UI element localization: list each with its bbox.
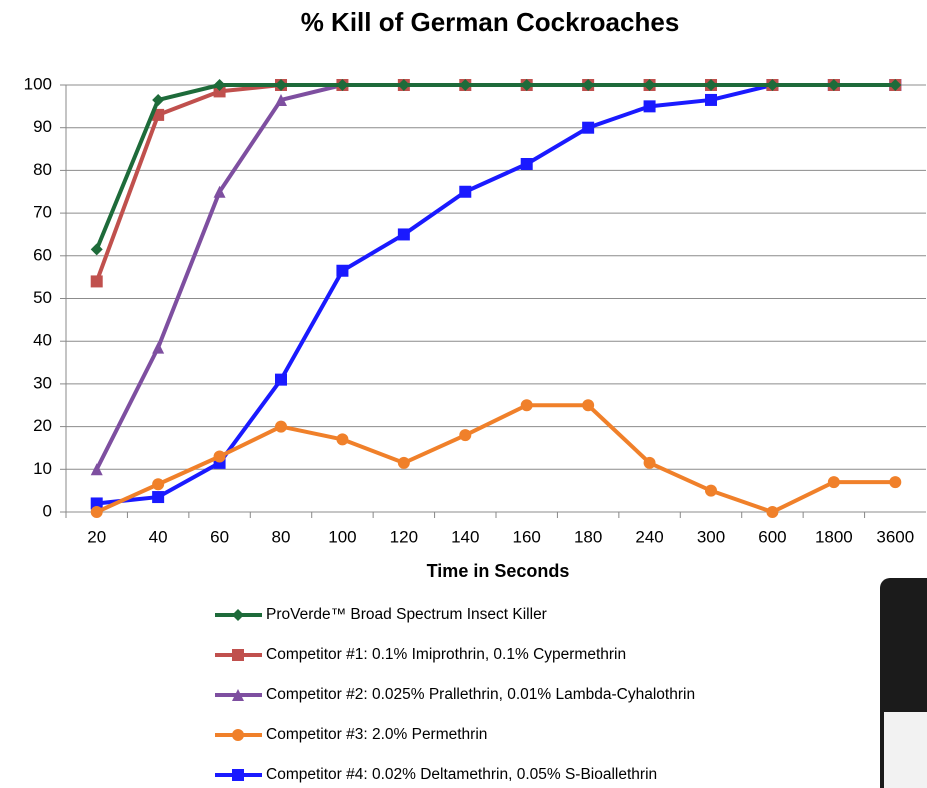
marker [889, 79, 902, 91]
line [94, 83, 896, 251]
x-tick-label: 40 [149, 527, 168, 546]
marker [232, 649, 244, 661]
marker [459, 79, 472, 91]
marker [889, 476, 902, 489]
y-tick-label: 50 [33, 288, 52, 307]
marker [582, 79, 595, 91]
marker [152, 478, 165, 491]
x-tick-label: 3600 [876, 527, 914, 546]
x-tick-label: 160 [513, 527, 541, 546]
x-axis-label: Time in Seconds [427, 561, 570, 581]
marker [397, 456, 410, 469]
marker [152, 93, 165, 106]
y-tick-label: 90 [33, 117, 52, 136]
marker [213, 85, 226, 98]
series [90, 399, 902, 518]
legend-label: Competitor #4: 0.02% Deltamethrin, 0.05%… [266, 766, 657, 783]
y-tick-label: 20 [33, 416, 52, 435]
marker [766, 506, 779, 518]
line [94, 83, 896, 471]
y-tick-label: 70 [33, 203, 52, 222]
marker [213, 79, 226, 91]
x-tick-label: 20 [87, 527, 106, 546]
line [94, 83, 896, 283]
legend-label: Competitor #3: 2.0% Permethrin [266, 726, 487, 743]
marker [520, 79, 533, 91]
marker [90, 275, 103, 288]
marker [90, 497, 103, 510]
x-tick-label: 60 [210, 527, 229, 546]
y-tick-label: 30 [33, 373, 52, 392]
marker [459, 185, 472, 198]
product-image [880, 578, 927, 788]
x-tick-label: 1800 [815, 527, 853, 546]
line [95, 403, 896, 514]
marker [275, 420, 287, 433]
legend-label: ProVerde™ Broad Spectrum Insect Killer [266, 606, 547, 623]
marker [643, 456, 656, 469]
marker [90, 243, 103, 256]
x-tick-label: 300 [697, 527, 725, 546]
line [96, 83, 896, 506]
marker [90, 463, 103, 476]
marker [90, 506, 103, 518]
x-tick-label: 100 [328, 527, 356, 546]
marker [232, 689, 244, 701]
x-tick-label: 140 [451, 527, 479, 546]
marker [643, 79, 656, 91]
marker [827, 476, 840, 489]
marker [232, 729, 244, 741]
x-tick-label: 120 [390, 527, 418, 546]
x-tick-label: 80 [272, 527, 291, 546]
x-tick-label: 240 [635, 527, 663, 546]
y-tick-label: 80 [33, 160, 52, 179]
product-label [884, 712, 927, 788]
marker [520, 157, 533, 170]
marker [232, 609, 244, 621]
series [90, 79, 902, 510]
marker [582, 399, 595, 412]
marker [397, 79, 410, 91]
marker [232, 769, 244, 781]
y-tick-label: 10 [33, 459, 52, 478]
marker [152, 341, 165, 354]
x-tick-label: 600 [758, 527, 786, 546]
series [90, 79, 902, 476]
marker [213, 450, 226, 463]
marker [520, 399, 533, 412]
marker [705, 93, 717, 106]
marker [213, 185, 226, 198]
y-tick-label: 100 [24, 74, 52, 93]
legend-label: Competitor #2: 0.025% Prallethrin, 0.01%… [266, 686, 695, 703]
marker [336, 79, 349, 91]
marker [705, 484, 717, 497]
y-tick-label: 0 [43, 501, 52, 520]
marker [397, 228, 410, 241]
y-tick-label: 40 [33, 331, 52, 350]
marker [275, 79, 287, 91]
marker [705, 79, 717, 91]
marker [827, 79, 840, 91]
legend-label: Competitor #1: 0.1% Imiprothrin, 0.1% Cy… [266, 646, 626, 663]
marker [643, 100, 656, 113]
x-tick-label: 180 [574, 527, 602, 546]
marker [275, 373, 287, 386]
marker [766, 79, 779, 91]
chart-title: % Kill of German Cockroaches [301, 7, 680, 37]
marker [152, 491, 165, 504]
marker [275, 93, 287, 106]
marker [582, 121, 595, 134]
series [90, 79, 902, 256]
y-tick-label: 60 [33, 245, 52, 264]
marker [336, 264, 349, 277]
marker [459, 429, 472, 442]
marker [336, 433, 349, 446]
